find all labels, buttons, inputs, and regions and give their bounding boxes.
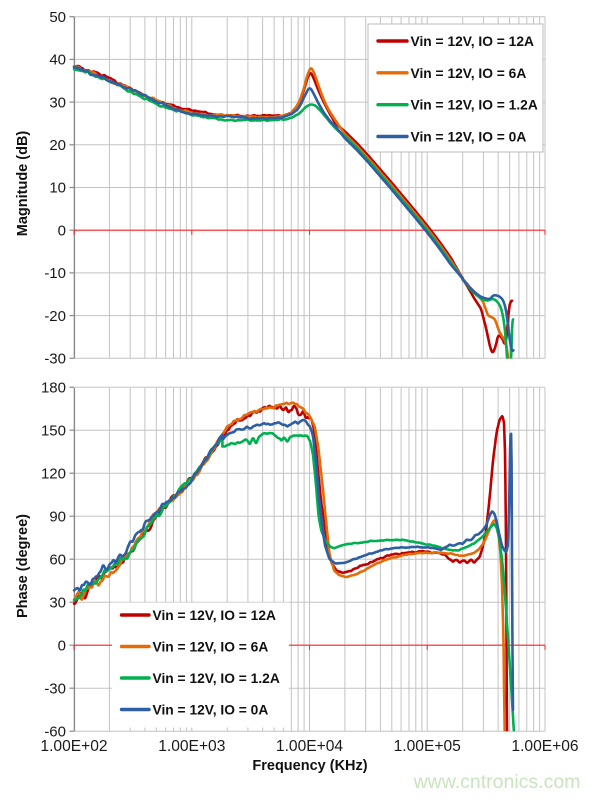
svg-text:1.00E+02: 1.00E+02 — [40, 738, 107, 755]
svg-text:180: 180 — [41, 379, 66, 396]
svg-text:Vin = 12V, IO = 1.2A: Vin = 12V, IO = 1.2A — [411, 98, 538, 113]
svg-text:Phase (degree): Phase (degree) — [15, 514, 31, 618]
svg-text:Vin = 12V, IO = 0A: Vin = 12V, IO = 0A — [153, 703, 269, 718]
svg-text:60: 60 — [49, 551, 66, 568]
svg-text:-30: -30 — [44, 351, 66, 368]
svg-text:0: 0 — [58, 222, 66, 239]
svg-text:-60: -60 — [44, 723, 66, 740]
svg-text:Frequency (KHz): Frequency (KHz) — [252, 758, 367, 774]
svg-text:1.00E+04: 1.00E+04 — [276, 738, 344, 755]
svg-text:30: 30 — [49, 94, 66, 111]
svg-text:1.00E+05: 1.00E+05 — [394, 738, 462, 755]
svg-text:90: 90 — [49, 508, 66, 525]
svg-text:-20: -20 — [44, 308, 66, 325]
svg-text:10: 10 — [49, 180, 66, 197]
svg-text:Vin = 12V, IO = 6A: Vin = 12V, IO = 6A — [411, 66, 527, 81]
svg-text:Magnitude (dB): Magnitude (dB) — [15, 131, 31, 237]
svg-text:150: 150 — [41, 422, 66, 439]
svg-text:Vin = 12V, IO = 0A: Vin = 12V, IO = 0A — [411, 130, 527, 145]
svg-text:Vin = 12V, IO = 12A: Vin = 12V, IO = 12A — [411, 34, 535, 49]
svg-text:40: 40 — [49, 52, 66, 69]
svg-text:Vin = 12V, IO = 1.2A: Vin = 12V, IO = 1.2A — [153, 671, 280, 686]
svg-text:1.00E+06: 1.00E+06 — [511, 738, 578, 755]
svg-text:-30: -30 — [44, 680, 66, 697]
svg-text:120: 120 — [41, 465, 66, 482]
svg-text:Vin = 12V, IO = 12A: Vin = 12V, IO = 12A — [153, 608, 277, 623]
svg-text:30: 30 — [49, 594, 66, 611]
svg-text:-10: -10 — [44, 265, 66, 282]
svg-text:Vin = 12V, IO = 6A: Vin = 12V, IO = 6A — [153, 640, 269, 655]
svg-text:www.cntronics.com: www.cntronics.com — [413, 771, 581, 793]
svg-text:1.00E+03: 1.00E+03 — [158, 738, 225, 755]
svg-text:20: 20 — [49, 137, 66, 154]
svg-text:0: 0 — [58, 637, 66, 654]
svg-text:50: 50 — [49, 9, 66, 26]
